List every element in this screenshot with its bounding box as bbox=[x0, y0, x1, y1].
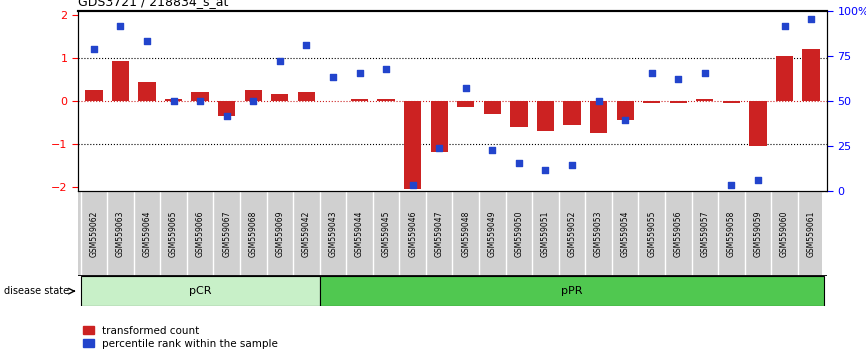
Bar bbox=[430, 101, 448, 153]
Text: GSM559050: GSM559050 bbox=[514, 210, 523, 257]
Bar bbox=[139, 81, 156, 101]
Bar bbox=[298, 92, 315, 101]
Text: GSM559062: GSM559062 bbox=[89, 210, 99, 257]
Text: GSM559048: GSM559048 bbox=[462, 210, 470, 257]
Text: GSM559068: GSM559068 bbox=[249, 210, 258, 257]
Point bbox=[300, 42, 313, 48]
Bar bbox=[669, 101, 687, 103]
Text: GSM559060: GSM559060 bbox=[780, 210, 789, 257]
Point bbox=[140, 38, 154, 44]
Bar bbox=[244, 90, 262, 101]
Bar bbox=[643, 101, 661, 103]
Bar bbox=[351, 99, 368, 101]
Text: GSM559064: GSM559064 bbox=[143, 210, 152, 257]
Text: GSM559045: GSM559045 bbox=[382, 210, 391, 257]
Text: GSM559067: GSM559067 bbox=[223, 210, 231, 257]
Text: GSM559044: GSM559044 bbox=[355, 210, 364, 257]
Bar bbox=[537, 101, 554, 131]
Point bbox=[778, 23, 792, 28]
Text: GSM559066: GSM559066 bbox=[196, 210, 204, 257]
Text: GSM559065: GSM559065 bbox=[169, 210, 178, 257]
Text: GSM559043: GSM559043 bbox=[328, 210, 338, 257]
Bar bbox=[723, 101, 740, 103]
Bar bbox=[218, 101, 236, 116]
Text: GSM559061: GSM559061 bbox=[806, 210, 816, 257]
Bar bbox=[776, 56, 793, 101]
Text: GSM559054: GSM559054 bbox=[621, 210, 630, 257]
Legend: transformed count, percentile rank within the sample: transformed count, percentile rank withi… bbox=[83, 326, 278, 349]
Text: GSM559042: GSM559042 bbox=[302, 210, 311, 257]
Point bbox=[591, 98, 605, 104]
Bar bbox=[271, 95, 288, 101]
Text: GSM559057: GSM559057 bbox=[701, 210, 709, 257]
Point bbox=[220, 113, 234, 119]
Point bbox=[698, 70, 712, 76]
Bar bbox=[457, 101, 475, 107]
Bar bbox=[191, 92, 209, 101]
Bar bbox=[165, 99, 182, 101]
Text: GSM559058: GSM559058 bbox=[727, 210, 736, 257]
Point bbox=[671, 76, 685, 82]
Text: GSM559059: GSM559059 bbox=[753, 210, 762, 257]
Text: GSM559051: GSM559051 bbox=[541, 210, 550, 257]
Point bbox=[618, 118, 632, 123]
FancyBboxPatch shape bbox=[320, 276, 824, 306]
Bar bbox=[404, 101, 421, 189]
Point bbox=[645, 70, 659, 76]
Point bbox=[432, 145, 446, 151]
Text: pPR: pPR bbox=[561, 286, 583, 296]
Bar bbox=[617, 101, 634, 120]
Point bbox=[725, 182, 739, 188]
Bar bbox=[510, 101, 527, 127]
Bar bbox=[803, 49, 820, 101]
Point bbox=[805, 16, 818, 22]
Bar bbox=[112, 61, 129, 101]
Point bbox=[405, 182, 419, 188]
Text: GSM559053: GSM559053 bbox=[594, 210, 603, 257]
Text: GSM559052: GSM559052 bbox=[567, 210, 577, 257]
Text: disease state: disease state bbox=[4, 286, 69, 296]
Point bbox=[486, 148, 500, 153]
FancyBboxPatch shape bbox=[81, 276, 320, 306]
Point bbox=[273, 58, 287, 64]
Text: GDS3721 / 218834_s_at: GDS3721 / 218834_s_at bbox=[78, 0, 229, 8]
Point bbox=[352, 70, 366, 76]
Text: GSM559046: GSM559046 bbox=[408, 210, 417, 257]
Text: pCR: pCR bbox=[189, 286, 211, 296]
Point bbox=[751, 178, 765, 183]
Text: GSM559047: GSM559047 bbox=[435, 210, 443, 257]
Point bbox=[512, 160, 526, 166]
Point bbox=[459, 85, 473, 91]
Point bbox=[166, 98, 180, 104]
Bar bbox=[85, 90, 102, 101]
Text: GSM559055: GSM559055 bbox=[647, 210, 656, 257]
Point bbox=[326, 74, 339, 80]
Bar bbox=[484, 101, 501, 114]
FancyBboxPatch shape bbox=[78, 191, 822, 276]
Bar bbox=[590, 101, 607, 133]
Text: GSM559069: GSM559069 bbox=[275, 210, 284, 257]
Point bbox=[113, 23, 127, 28]
Point bbox=[246, 98, 260, 104]
Text: GSM559056: GSM559056 bbox=[674, 210, 682, 257]
Bar bbox=[749, 101, 766, 146]
Point bbox=[193, 98, 207, 104]
Point bbox=[87, 46, 100, 52]
Bar bbox=[378, 99, 395, 101]
Point bbox=[379, 66, 393, 72]
Bar bbox=[696, 99, 714, 101]
Text: GSM559049: GSM559049 bbox=[488, 210, 497, 257]
Point bbox=[539, 167, 553, 172]
Text: GSM559063: GSM559063 bbox=[116, 210, 125, 257]
Point bbox=[565, 162, 579, 168]
Bar bbox=[564, 101, 581, 125]
